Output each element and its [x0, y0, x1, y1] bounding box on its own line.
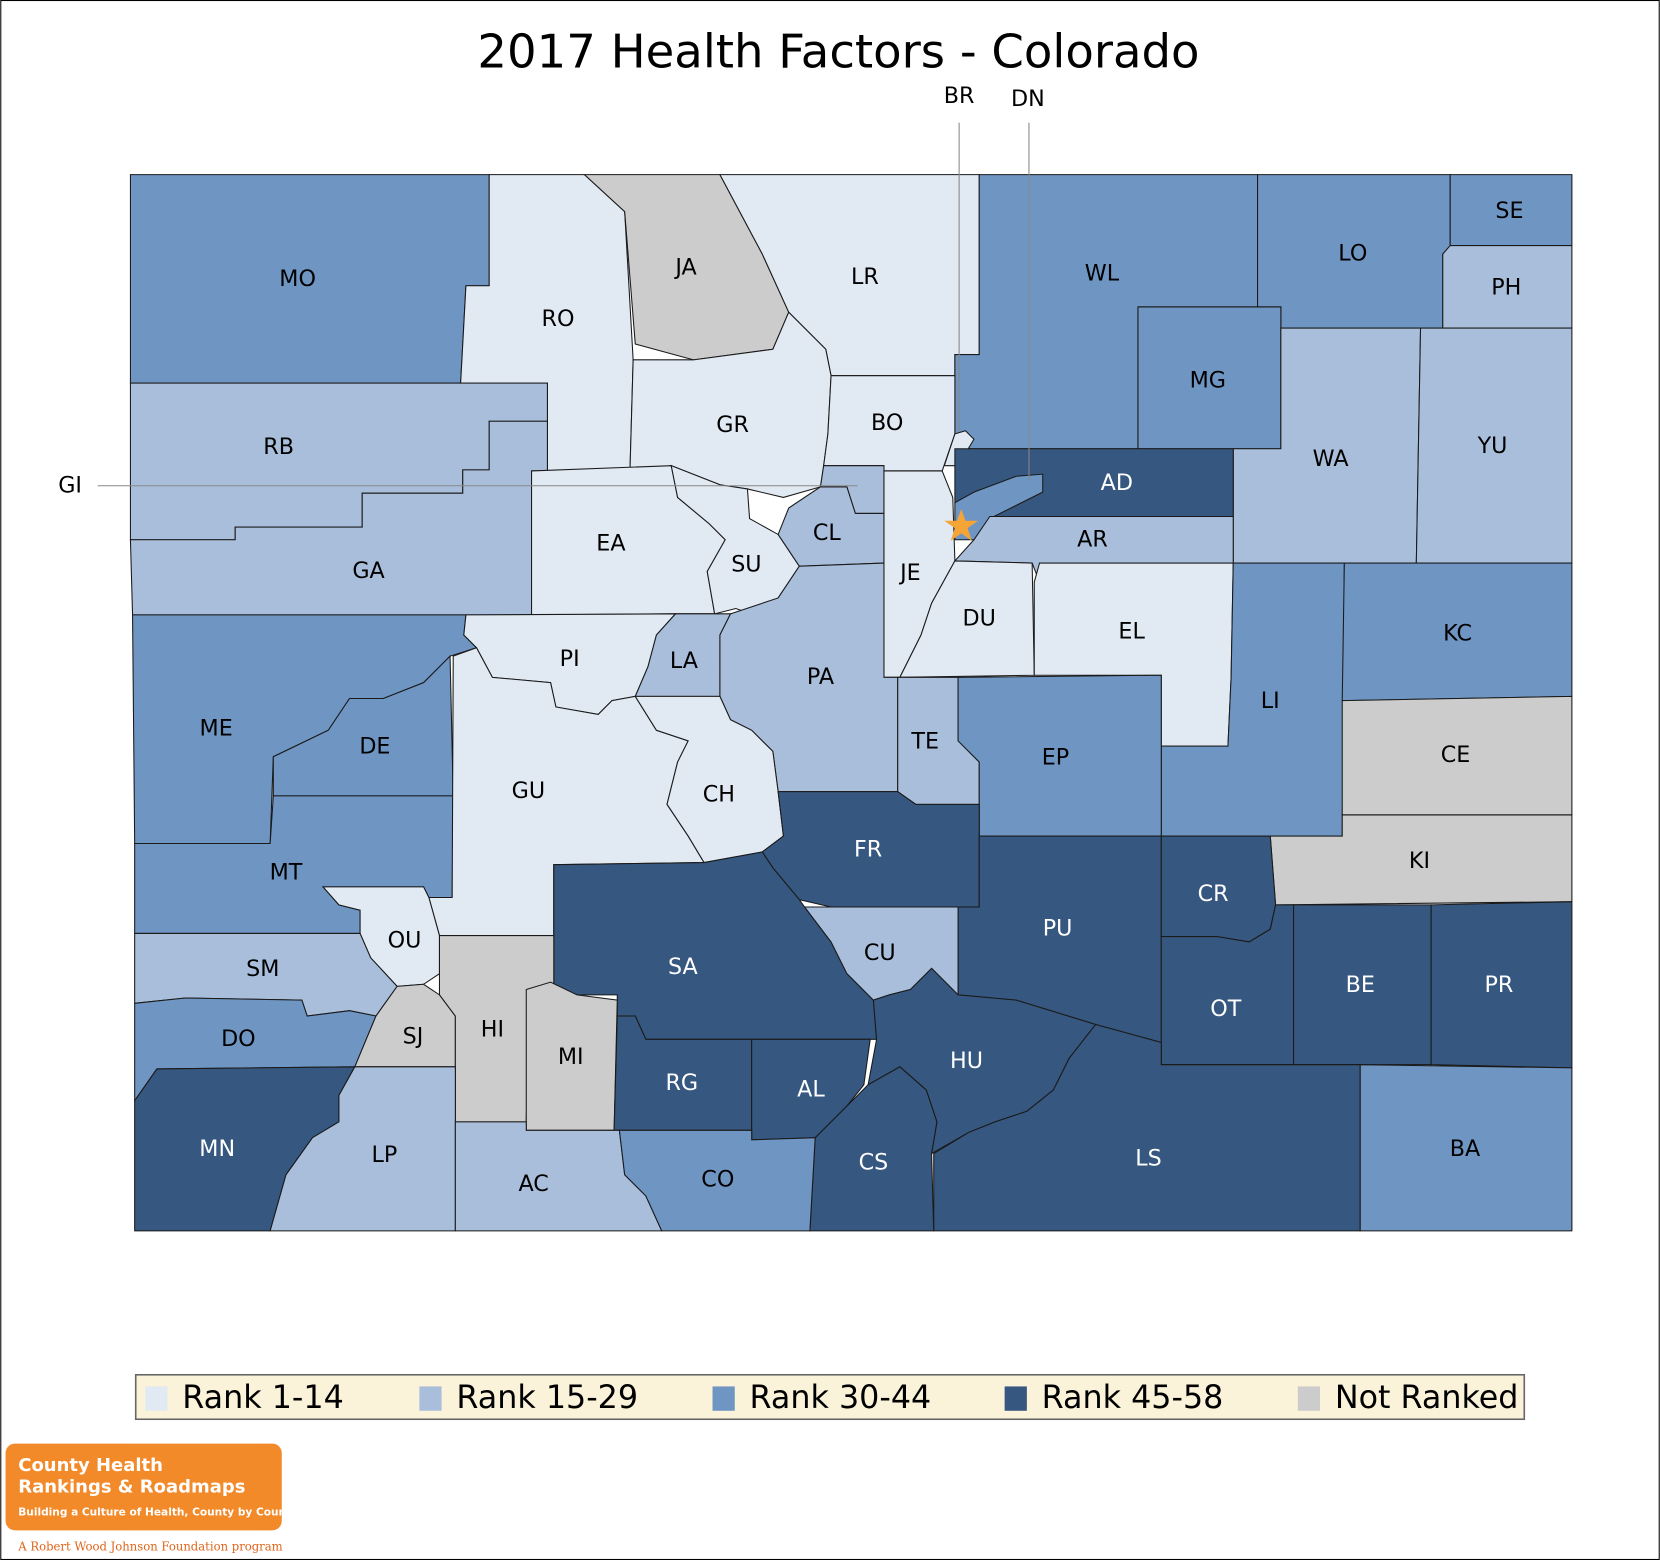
legend-label: Rank 1-14 [182, 1380, 343, 1416]
county-label-ac: AC [518, 1171, 548, 1197]
logo-tagline: Building a Culture of Health, County by … [18, 1507, 298, 1519]
county-label-cu: CU [864, 940, 896, 966]
legend-swatch-rank-1-14 [145, 1386, 168, 1411]
county-label-sm: SM [246, 956, 279, 982]
map-title: 2017 Health Factors - Colorado [477, 25, 1199, 79]
county-label-kc: KC [1443, 620, 1472, 646]
county-label-mo: MO [279, 266, 316, 292]
county-label-ch: CH [703, 781, 735, 807]
star-icon [944, 509, 979, 541]
county-label-br: BR [944, 83, 975, 109]
county-label-te: TE [910, 728, 939, 754]
county-label-sa: SA [668, 954, 699, 980]
county-label-su: SU [731, 552, 761, 578]
county-label-pr: PR [1484, 972, 1513, 998]
legend-label: Rank 45-58 [1042, 1380, 1224, 1416]
county-label-ja: JA [673, 254, 697, 280]
chrr-logo: County Health Rankings & Roadmaps Buildi… [5, 1443, 298, 1553]
legend-box [134, 1373, 1526, 1421]
county-label-gu: GU [512, 778, 545, 804]
county-dn[interactable] [954, 473, 1044, 541]
county-layer [129, 174, 1573, 1232]
county-label-ba: BA [1450, 1136, 1481, 1162]
legend-swatch-not-ranked [1297, 1386, 1321, 1411]
legend-label: Not Ranked [1335, 1380, 1519, 1416]
logo-badge [5, 1443, 282, 1531]
county-label-fr: FR [854, 836, 882, 862]
county-label-hu: HU [950, 1048, 983, 1074]
county-label-pu: PU [1043, 916, 1073, 942]
county-label-ou: OU [388, 927, 422, 953]
county-label-dn: DN [1011, 86, 1045, 112]
county-label-bo: BO [871, 410, 903, 436]
county-label-mg: MG [1190, 368, 1226, 394]
county-label-gi: GI [58, 472, 82, 498]
county-cs[interactable] [809, 1066, 938, 1232]
county-label-me: ME [200, 716, 233, 742]
county-label-ga: GA [352, 558, 385, 584]
county-co[interactable] [618, 1129, 816, 1232]
county-label-ce: CE [1441, 742, 1471, 768]
county-label-ad: AD [1101, 470, 1133, 496]
county-label-ki: KI [1409, 848, 1430, 874]
legend: Rank 1-14 Rank 15-29 Rank 30-44 Rank 45-58 N… [134, 1373, 1526, 1421]
legend-swatch-rank-30-44 [712, 1386, 735, 1411]
county-label-li: LI [1261, 688, 1280, 714]
county-label-lr: LR [851, 264, 879, 290]
county-label-ep: EP [1042, 744, 1069, 770]
county-label-ro: RO [542, 306, 575, 332]
county-label-ot: OT [1210, 996, 1241, 1022]
county-labels: MO RO JA LR WL LO SE PH MG WA YU RB GA GR BO BR EA SU CL GI… [58, 83, 1523, 1197]
county-label-ar: AR [1077, 526, 1108, 552]
county-label-sj: SJ [403, 1024, 424, 1050]
county-label-je: JE [898, 560, 921, 586]
county-label-du: DU [963, 606, 996, 632]
county-label-yu: YU [1477, 433, 1508, 459]
county-label-be: BE [1346, 972, 1375, 998]
logo-line2: Rankings & Roadmaps [18, 1476, 245, 1497]
county-label-ls: LS [1135, 1145, 1161, 1171]
county-label-lo: LO [1338, 241, 1367, 267]
county-label-cr: CR [1198, 881, 1229, 907]
county-label-la: LA [670, 648, 699, 674]
county-label-ea: EA [596, 530, 626, 556]
county-label-cl: CL [813, 520, 842, 546]
county-label-al: AL [797, 1077, 825, 1103]
county-label-ph: PH [1491, 274, 1521, 300]
county-label-mn: MN [199, 1136, 235, 1162]
county-ba[interactable] [1359, 1064, 1573, 1232]
county-label-pa: PA [807, 664, 835, 690]
county-label-co: CO [701, 1167, 734, 1193]
county-label-rb: RB [263, 434, 294, 460]
legend-swatch-rank-15-29 [419, 1386, 442, 1411]
county-ls[interactable] [933, 1023, 1361, 1232]
logo-line1: County Health [18, 1455, 163, 1476]
county-label-se: SE [1495, 198, 1523, 224]
county-label-wl: WL [1085, 261, 1120, 287]
county-label-el: EL [1118, 618, 1145, 644]
county-label-de: DE [359, 734, 390, 760]
logo-sponsor: A Robert Wood Johnson Foundation program [17, 1539, 282, 1553]
legend-swatch-rank-45-58 [1004, 1386, 1027, 1411]
county-label-rg: RG [666, 1070, 699, 1096]
county-label-lp: LP [372, 1142, 398, 1168]
leader-lines [97, 122, 1030, 487]
county-label-do: DO [221, 1026, 256, 1052]
county-label-pi: PI [560, 646, 580, 672]
county-label-wa: WA [1313, 446, 1350, 472]
county-label-hi: HI [481, 1016, 504, 1042]
county-label-mt: MT [270, 860, 303, 886]
legend-label: Rank 15-29 [456, 1380, 638, 1416]
county-label-gr: GR [716, 412, 749, 438]
county-label-mi: MI [558, 1044, 584, 1070]
county-label-cs: CS [859, 1150, 889, 1176]
legend-label: Rank 30-44 [750, 1380, 932, 1416]
